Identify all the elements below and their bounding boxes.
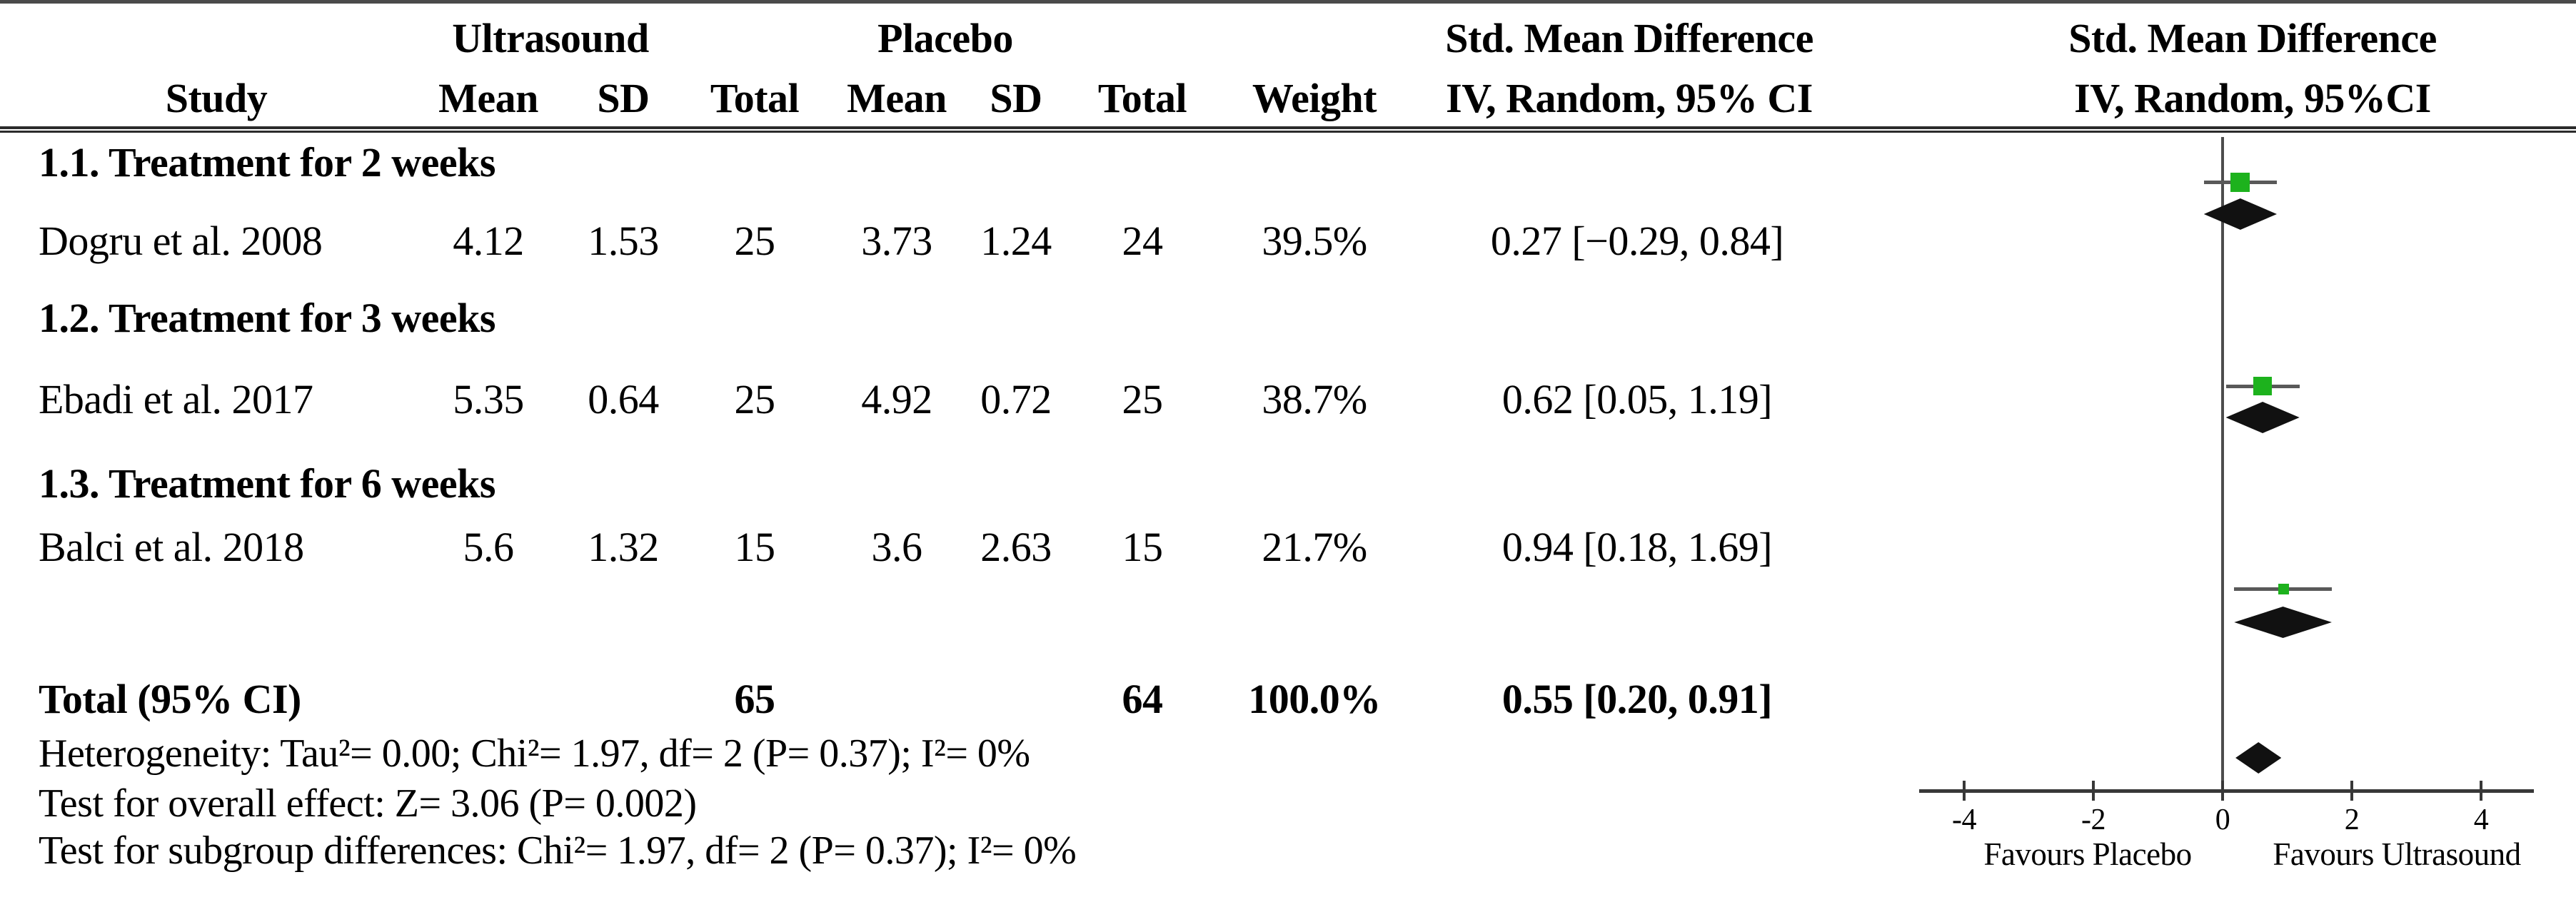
control-total: 25 — [1122, 376, 1164, 422]
study-column-header: Study — [165, 75, 268, 121]
overall-effect-text: Test for overall effect: Z= 3.06 (P= 0.0… — [39, 781, 697, 826]
top-rule — [0, 0, 2576, 4]
treatment-sd: 1.32 — [588, 524, 659, 570]
treatment-grand-total: 65 — [734, 676, 776, 722]
x-axis-tick — [2092, 781, 2095, 801]
study-name: Ebadi et al. 2017 — [39, 376, 313, 422]
study-smd-ci: 0.27 [−0.29, 0.84] — [1490, 218, 1784, 264]
x-axis-tick-label: 2 — [2344, 804, 2360, 836]
subgroup-heading-2: 1.2. Treatment for 3 weeks — [0, 295, 2576, 341]
total-weight: 100.0% — [1248, 676, 1381, 722]
study-row-balci: Balci et al. 2018 5.6 1.32 15 3.6 2.63 1… — [0, 525, 2576, 570]
study-smd-ci: 0.62 [0.05, 1.19] — [1501, 376, 1773, 422]
total-smd-ci: 0.55 [0.20, 0.91] — [1501, 676, 1773, 722]
x-axis-tick — [1963, 781, 1966, 801]
control-group-header: Placebo — [877, 15, 1013, 61]
subgroup-label: 1.3. Treatment for 6 weeks — [39, 460, 495, 507]
treatment-group-header: Ultrasound — [452, 15, 649, 61]
plot-column-title: Std. Mean Difference — [2068, 15, 2437, 61]
header-row-groups: Ultrasound Placebo Std. Mean Difference … — [0, 16, 2576, 61]
study-row-ebadi: Ebadi et al. 2017 5.35 0.64 25 4.92 0.72… — [0, 377, 2576, 422]
study-name: Balci et al. 2018 — [39, 524, 304, 570]
subgroup-diamond — [2234, 607, 2332, 638]
x-axis-tick-label: -4 — [1952, 804, 1977, 836]
heterogeneity-line: Heterogeneity: Tau²= 0.00; Chi²= 1.97, d… — [0, 731, 2576, 776]
x-axis-tick-label: 4 — [2473, 804, 2489, 836]
study-weight: 38.7% — [1262, 376, 1367, 422]
plot-column-subtitle: IV, Random, 95%CI — [2074, 75, 2431, 121]
smd-column-subtitle: IV, Random, 95% CI — [1446, 75, 1813, 121]
control-total-header: Total — [1097, 75, 1187, 121]
control-mean: 4.92 — [861, 376, 932, 422]
study-name: Dogru et al. 2008 — [39, 218, 323, 264]
treatment-mean: 5.35 — [453, 376, 524, 422]
heterogeneity-text: Heterogeneity: Tau²= 0.00; Chi²= 1.97, d… — [39, 731, 1030, 776]
x-axis-tick-label: -2 — [2081, 804, 2106, 836]
treatment-sd-header: SD — [597, 75, 650, 121]
control-total: 15 — [1122, 524, 1164, 570]
x-axis-line — [1919, 789, 2534, 793]
control-sd: 1.24 — [980, 218, 1052, 264]
favours-right-label: Favours Ultrasound — [2273, 836, 2521, 872]
subgroup-label: 1.1. Treatment for 2 weeks — [39, 139, 495, 186]
subgroup-heading-1: 1.1. Treatment for 2 weeks — [0, 140, 2576, 186]
subgroup-label: 1.2. Treatment for 3 weeks — [39, 295, 495, 341]
control-mean-header: Mean — [847, 75, 947, 121]
treatment-total-header: Total — [710, 75, 800, 121]
study-point-marker — [2230, 172, 2250, 192]
study-point-marker — [2278, 583, 2289, 594]
control-mean: 3.6 — [871, 524, 923, 570]
total-label: Total (95% CI) — [39, 676, 301, 722]
treatment-sd: 1.53 — [588, 218, 659, 264]
study-weight: 21.7% — [1262, 524, 1367, 570]
control-total: 24 — [1122, 218, 1164, 264]
treatment-mean: 4.12 — [453, 218, 524, 264]
zero-effect-line — [2221, 137, 2224, 791]
smd-column-title: Std. Mean Difference — [1445, 15, 1813, 61]
subgroup-differences-text: Test for subgroup differences: Chi²= 1.9… — [39, 829, 1077, 873]
treatment-total: 25 — [734, 376, 776, 422]
treatment-total: 15 — [734, 524, 776, 570]
study-row-dogru: Dogru et al. 2008 4.12 1.53 25 3.73 1.24… — [0, 218, 2576, 264]
header-rule — [0, 126, 2576, 133]
treatment-total: 25 — [734, 218, 776, 264]
x-axis-tick — [2480, 781, 2482, 801]
control-sd: 2.63 — [980, 524, 1052, 570]
subgroup-differences-line: Test for subgroup differences: Chi²= 1.9… — [0, 828, 2576, 873]
treatment-mean: 5.6 — [463, 524, 515, 570]
control-sd: 0.72 — [980, 376, 1052, 422]
control-mean: 3.73 — [861, 218, 932, 264]
study-smd-ci: 0.94 [0.18, 1.69] — [1501, 524, 1773, 570]
total-row: Total (95% CI) 65 64 100.0% 0.55 [0.20, … — [0, 677, 2576, 722]
control-grand-total: 64 — [1122, 676, 1164, 722]
treatment-mean-header: Mean — [438, 75, 538, 121]
x-axis-tick — [2221, 781, 2224, 801]
favours-left-label: Favours Placebo — [1983, 836, 2192, 872]
x-axis-tick — [2350, 781, 2353, 801]
subgroup-heading-3: 1.3. Treatment for 6 weeks — [0, 461, 2576, 507]
header-row-columns: Study Mean SD Total Mean SD Total Weight… — [0, 76, 2576, 121]
treatment-sd: 0.64 — [588, 376, 659, 422]
control-sd-header: SD — [990, 75, 1042, 121]
study-point-marker — [2253, 377, 2273, 395]
weight-column-header: Weight — [1252, 75, 1377, 121]
x-axis-tick-label: 0 — [2215, 804, 2230, 836]
overall-effect-line: Test for overall effect: Z= 3.06 (P= 0.0… — [0, 781, 2576, 826]
study-weight: 39.5% — [1262, 218, 1367, 264]
